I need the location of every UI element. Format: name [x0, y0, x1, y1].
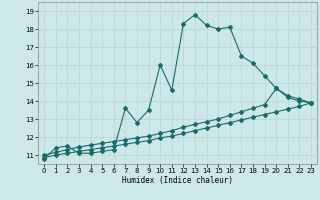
X-axis label: Humidex (Indice chaleur): Humidex (Indice chaleur)	[122, 176, 233, 185]
